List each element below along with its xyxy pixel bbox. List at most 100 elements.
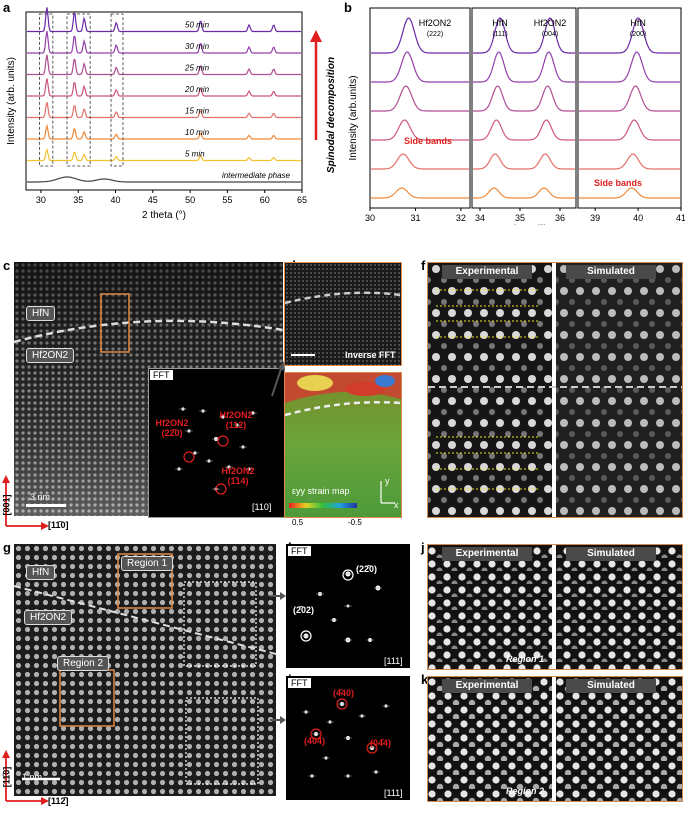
chart-b: Intensity (arb.units) 2 theta (°) 30 31 32 Hf… xyxy=(348,7,685,225)
fft-marker-circle xyxy=(215,483,227,495)
chart-a-tick-label: 55 xyxy=(222,195,232,205)
fft-marker-circle xyxy=(310,728,322,740)
chart-a-series-label: 30 min xyxy=(185,42,210,51)
panel-b-letter: b xyxy=(344,0,352,15)
strain-axis-y: y xyxy=(385,476,390,486)
chart-a-ylabel: Intensity (arb. units) xyxy=(6,57,17,145)
axis-vertical-g: [11̄0] xyxy=(1,766,12,788)
scale-bar-g: 1 nm xyxy=(22,772,43,782)
chart-a-dashed-box xyxy=(39,13,54,167)
label-hfn-g: HfN xyxy=(26,565,56,580)
chart-b-frame xyxy=(577,7,682,209)
chart-a-xlabel: 2 theta (°) xyxy=(142,210,186,221)
label-hf2on2-g: Hf2ON2 xyxy=(24,610,73,625)
chart-b-series-line xyxy=(473,17,575,54)
panel-k-letter: k xyxy=(421,672,429,687)
chart-a-series-label: 5 min xyxy=(185,150,205,159)
chart-a-series-label: 10 min xyxy=(185,128,210,137)
inverse-fft-caption: Inverse FFT xyxy=(345,350,396,360)
chart-b-series-line xyxy=(473,85,575,112)
chart-a-series-label: 20 min xyxy=(184,85,210,94)
chart-a-arrowhead xyxy=(310,30,322,42)
chart-b-annotation: Side bands xyxy=(594,178,642,188)
panel-j-letter: j xyxy=(421,540,425,555)
chart-a-tick-label: 40 xyxy=(111,195,121,205)
panel-f-frame xyxy=(427,262,683,518)
fft-spot-c3: Hf2ON2 (1̄14) xyxy=(221,466,255,486)
chart-b-series-line xyxy=(579,187,680,199)
chart-b-series-line xyxy=(371,17,469,54)
chart-b-series-line xyxy=(579,85,680,112)
fft-tag-h: FFT xyxy=(287,545,312,557)
chart-a-series-line xyxy=(27,123,301,140)
axis-horizontal-c: [11̄0] xyxy=(48,520,69,530)
chart-a-tick-label: 60 xyxy=(260,195,270,205)
chart-a-series-line xyxy=(27,147,301,162)
chart-a-tick-label: 50 xyxy=(185,195,195,205)
strain-axis-x: x xyxy=(394,500,399,510)
chart-a-tick-label: 65 xyxy=(297,195,307,205)
fft-marker-circle xyxy=(217,435,229,447)
colorbar-max: -0.5 xyxy=(348,518,362,527)
fft-spot-i3: (4̄04) xyxy=(304,736,326,746)
panel-c-letter: c xyxy=(3,258,11,273)
chart-b-peak-index: (111) xyxy=(492,31,507,38)
panel-j-frame xyxy=(427,544,683,670)
chart-a-series-line xyxy=(27,30,301,54)
panel-f-letter: f xyxy=(421,258,426,273)
fft-background xyxy=(149,369,284,517)
fft-marker-circle xyxy=(183,451,195,463)
chart-b-peak-index: (004) xyxy=(542,31,558,38)
fft-spot-i1: (4̄40) xyxy=(333,688,355,698)
fft-inset-c xyxy=(148,368,285,518)
scale-bar-c: 3 nm xyxy=(30,492,51,502)
panel-f-simulated-header: Simulated xyxy=(566,265,656,279)
axis-arrows-c xyxy=(2,475,49,530)
fft-marker-circle xyxy=(342,569,354,581)
fft-spot-c2: Hf2ON2 (112) xyxy=(219,410,253,430)
chart-a-series-label: 50 min xyxy=(185,21,210,30)
fft-image-h xyxy=(286,544,410,668)
chart-b-series-line xyxy=(579,17,680,54)
fft-spot-i2: (04̄4) xyxy=(370,738,392,748)
fft-spot-h1: (22̄0) xyxy=(356,564,378,574)
pointer-arrow-c xyxy=(271,361,285,397)
chart-a-series-label: 25 min xyxy=(184,64,210,73)
fft-zone-h: [111] xyxy=(384,656,403,666)
panel-j-region: Region 1 xyxy=(506,654,545,664)
chart-a-frame xyxy=(25,11,303,191)
panel-a-letter: a xyxy=(3,0,11,15)
chart-b-tick-label: 40 xyxy=(633,213,643,223)
axis-vertical-c: [001] xyxy=(1,494,12,516)
chart-b-series-line xyxy=(371,153,469,170)
chart-a-series-label: intermediate phase xyxy=(222,171,291,180)
strain-map-caption: εyy strain map xyxy=(292,486,350,496)
chart-b-series-line xyxy=(371,187,469,199)
chart-a-tick-label: 35 xyxy=(73,195,83,205)
chart-b-frame xyxy=(471,7,577,209)
chart-b-peak-label: Hf2ON2 xyxy=(534,18,567,28)
chart-b-series-line xyxy=(473,119,575,141)
chart-b-series-line xyxy=(371,85,469,112)
chart-b-series-line xyxy=(473,187,575,199)
chart-b-series-line xyxy=(579,51,680,83)
chart-a-series-line xyxy=(27,7,301,33)
label-region2-g: Region 2 xyxy=(57,656,110,671)
chart-a-series-line xyxy=(27,54,301,76)
chart-b-peak-label: HfN xyxy=(492,18,508,28)
chart-b-ylabel: Intensity (arb.units) xyxy=(348,75,359,160)
chart-b-tick-label: 36 xyxy=(555,213,565,223)
chart-b-tick-label: 31 xyxy=(410,213,420,223)
chart-b-tick-label: 35 xyxy=(515,213,525,223)
chart-b-peak-index: (222) xyxy=(427,31,443,38)
fft-tag-i: FFT xyxy=(287,677,312,689)
chart-a-side-label: Spinodal decomposition xyxy=(326,57,337,173)
chart-a-dashed-box xyxy=(66,13,91,167)
chart-b-tick-label: 32 xyxy=(456,213,466,223)
chart-b-tick-label: 39 xyxy=(590,213,600,223)
chart-a-series-label: 15 min xyxy=(185,107,210,116)
fft-marker-circle xyxy=(366,742,378,754)
chart-b-frame xyxy=(369,7,471,209)
fft-spot-h2: (2̄02) xyxy=(293,605,315,615)
panel-k-frame xyxy=(427,676,683,802)
